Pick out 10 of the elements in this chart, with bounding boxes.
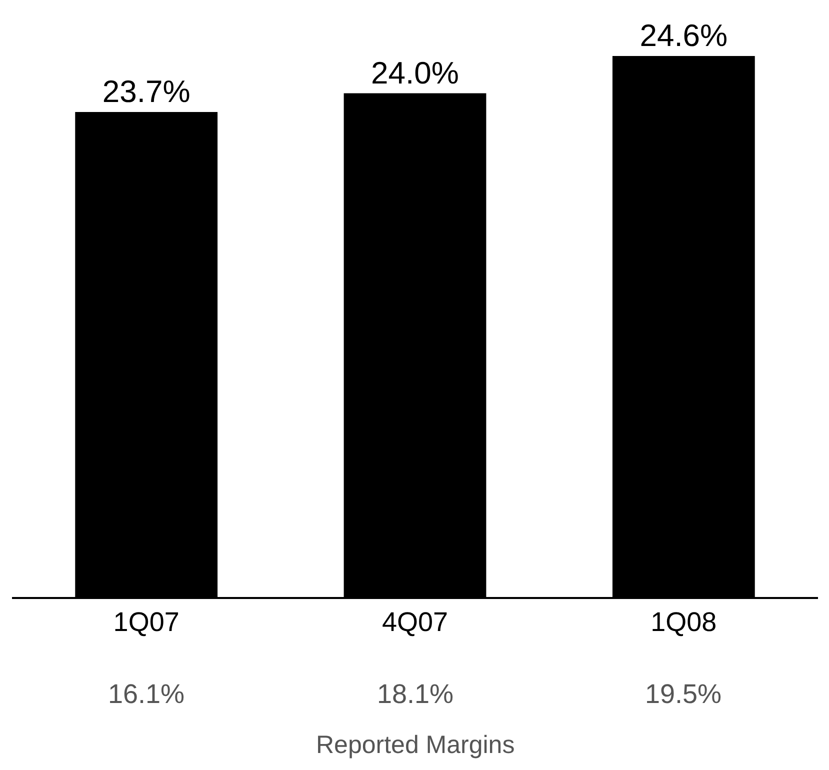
text: Reported Margins	[316, 731, 515, 759]
data-label: 24.6%	[640, 18, 728, 53]
text: 16.1%	[108, 679, 185, 709]
data-label: 23.7%	[102, 74, 190, 109]
data-label: 24.0%	[371, 55, 459, 90]
x-tick-label: 1Q07	[113, 607, 180, 638]
text: 18.1%	[377, 679, 454, 709]
x-tick-label: 1Q08	[650, 607, 717, 638]
text: 19.5%	[645, 679, 722, 709]
x-tick-label: 4Q07	[382, 607, 448, 638]
